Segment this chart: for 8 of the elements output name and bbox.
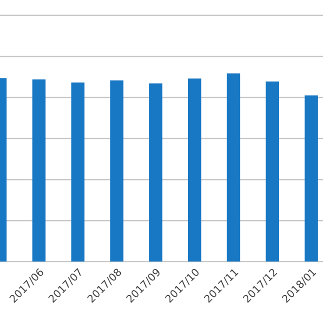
bar xyxy=(266,82,280,262)
bar xyxy=(304,95,318,262)
bar xyxy=(110,80,124,262)
bar xyxy=(71,82,84,262)
bar xyxy=(226,73,240,262)
bar xyxy=(188,78,202,262)
bar xyxy=(32,79,46,262)
bar xyxy=(149,83,162,262)
